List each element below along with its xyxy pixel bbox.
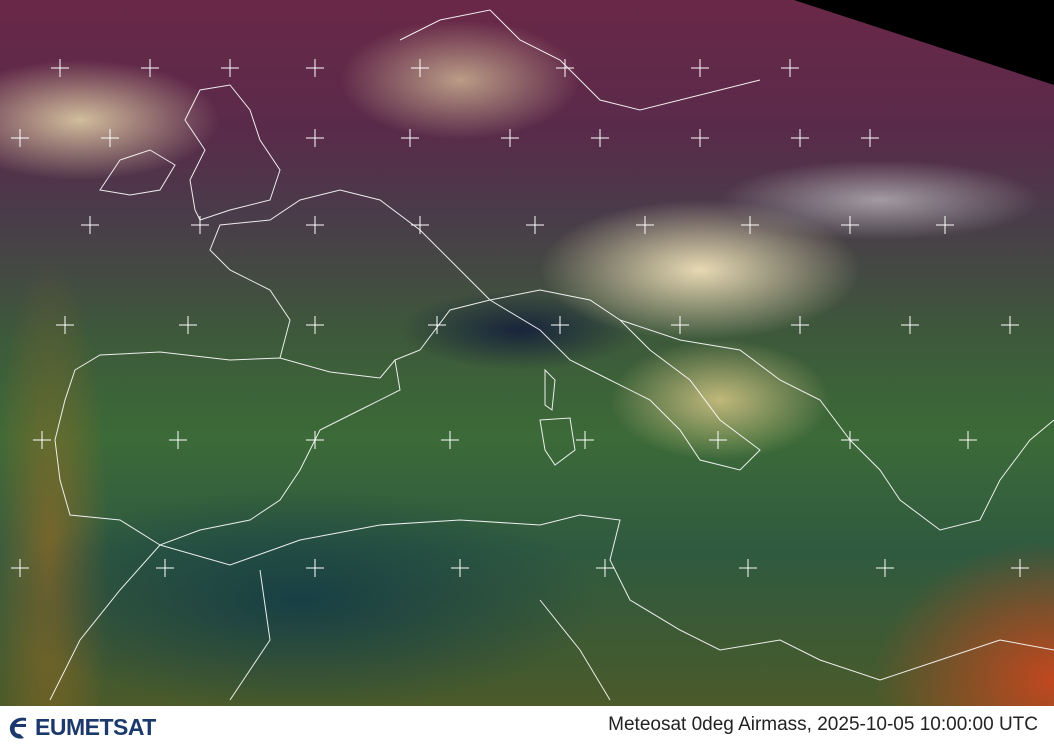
graticule-crosses: [11, 59, 1029, 577]
graticule-cross: [959, 431, 977, 449]
image-caption: Meteosat 0deg Airmass, 2025-10-05 10:00:…: [608, 714, 1038, 735]
graticule-cross: [596, 559, 614, 577]
coastline-balkans: [619, 319, 1054, 531]
coastline-france: [209, 189, 491, 361]
border-africa: [229, 569, 611, 701]
graticule-cross: [501, 129, 519, 147]
graticule-cross: [936, 216, 954, 234]
graticule-cross: [1011, 559, 1029, 577]
graticule-cross: [179, 316, 197, 334]
coastline-overlay: [11, 9, 1054, 701]
satellite-image: [0, 0, 1054, 706]
eumetsat-logo-icon: [9, 717, 26, 739]
graticule-cross: [101, 129, 119, 147]
graticule-cross: [428, 316, 446, 334]
coastline-north-africa: [159, 514, 1054, 681]
graticule-cross: [33, 431, 51, 449]
graticule-cross: [306, 216, 324, 234]
graticule-cross: [841, 216, 859, 234]
graticule-cross: [741, 216, 759, 234]
graticule-cross: [841, 431, 859, 449]
graticule-cross: [1001, 316, 1019, 334]
graticule-cross: [11, 129, 29, 147]
graticule-cross: [81, 216, 99, 234]
graticule-cross: [636, 216, 654, 234]
graticule-cross: [191, 216, 209, 234]
graticule-cross: [781, 59, 799, 77]
graticule-cross: [671, 316, 689, 334]
coastline-scandinavia: [399, 9, 761, 111]
graticule-cross: [56, 316, 74, 334]
graticule-cross: [526, 216, 544, 234]
graticule-cross: [11, 559, 29, 577]
footer-bar: EUMETSAT Meteosat 0deg Airmass, 2025-10-…: [0, 706, 1054, 745]
space-background: [794, 0, 1054, 85]
graticule-cross: [551, 316, 569, 334]
graticule-cross: [901, 316, 919, 334]
graticule-cross: [441, 431, 459, 449]
graticule-cross: [156, 559, 174, 577]
graticule-cross: [141, 59, 159, 77]
logo-text: EUMETSAT: [35, 714, 156, 740]
graticule-cross: [791, 316, 809, 334]
graticule-cross: [709, 431, 727, 449]
eumetsat-logo[interactable]: EUMETSAT: [6, 714, 156, 741]
graticule-cross: [739, 559, 757, 577]
graticule-cross: [306, 129, 324, 147]
graticule-cross: [691, 129, 709, 147]
graticule-cross: [876, 559, 894, 577]
graticule-cross: [306, 59, 324, 77]
graticule-cross: [451, 559, 469, 577]
border-africa-west: [49, 544, 161, 701]
coastline-britain: [99, 84, 281, 221]
graticule-cross: [306, 316, 324, 334]
coastlines: [49, 9, 1054, 701]
graticule-cross: [556, 59, 574, 77]
coastline-iberia: [54, 351, 401, 546]
graticule-cross: [401, 129, 419, 147]
coastline-italy: [488, 289, 761, 471]
graticule-cross: [861, 129, 879, 147]
graticule-cross: [791, 129, 809, 147]
graticule-cross: [51, 59, 69, 77]
graticule-cross: [306, 431, 324, 449]
graticule-cross: [576, 431, 594, 449]
coastline-corsica-sardinia: [539, 368, 576, 466]
graticule-cross: [306, 559, 324, 577]
graticule-cross: [411, 59, 429, 77]
graticule-cross: [221, 59, 239, 77]
graticule-cross: [411, 216, 429, 234]
graticule-cross: [169, 431, 187, 449]
graticule-cross: [691, 59, 709, 77]
graticule-cross: [591, 129, 609, 147]
